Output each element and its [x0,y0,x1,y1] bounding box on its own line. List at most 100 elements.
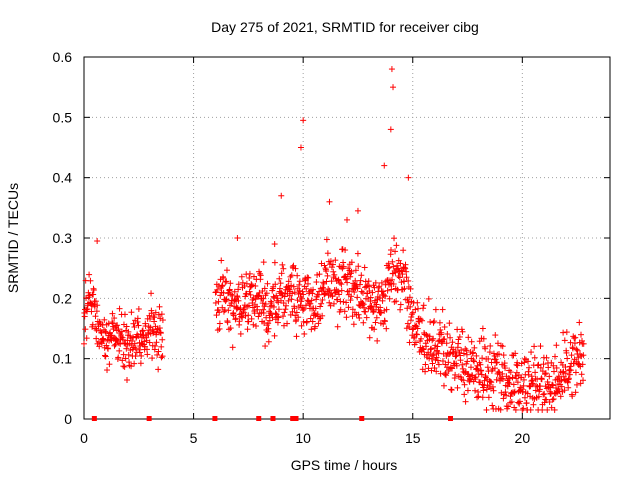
data-point [452,371,459,378]
data-point [405,174,412,181]
data-point [441,336,448,343]
data-point [81,340,87,347]
y-tick-label: 0.2 [53,290,73,306]
data-point [576,319,583,326]
data-point [241,304,248,311]
data-point [244,326,251,333]
data-point [302,302,309,309]
data-point [399,271,406,278]
data-point [299,307,306,314]
data-point [92,325,99,332]
data-point [270,293,277,300]
data-point [259,300,266,307]
data-point [381,162,388,169]
data-point [557,393,564,400]
data-gap-marker [448,416,454,421]
data-point [422,361,429,368]
data-point [93,326,100,333]
data-point [104,367,111,374]
data-point [321,262,328,269]
data-point [366,287,373,294]
data-point [349,285,356,292]
data-point [341,308,348,315]
data-point [539,406,546,413]
data-point [123,323,130,330]
data-point [335,277,342,284]
data-point [222,278,229,285]
data-point [305,274,312,281]
data-point [471,344,478,351]
data-point [218,257,225,264]
data-point [279,313,286,320]
data-point [402,261,409,268]
data-point [156,325,163,332]
y-tick-label: 0.6 [53,49,73,65]
data-point [567,363,574,370]
data-point [474,366,481,373]
data-point [514,379,521,386]
data-point [577,380,584,387]
data-point [420,305,427,312]
data-point [109,310,116,317]
data-gap-marker [91,416,97,421]
data-point [88,301,95,308]
data-point [228,291,235,298]
data-point [132,345,139,352]
data-point [376,283,383,290]
data-point [426,333,433,340]
data-point [250,321,257,328]
data-point [370,309,377,316]
data-point [149,326,156,333]
x-tick-label: 15 [405,430,421,446]
data-point [435,361,442,368]
data-point [480,335,487,342]
data-point [531,354,538,361]
data-point [518,386,525,393]
data-point [443,340,450,347]
data-point [413,331,420,338]
data-point [327,302,334,309]
data-point [239,314,246,321]
data-point [484,364,491,371]
data-point [543,396,550,403]
data-point [494,340,501,347]
data-point [433,354,440,361]
data-point [102,328,109,335]
data-point [300,291,307,298]
data-point [146,339,153,346]
data-point [404,305,411,312]
data-point [261,285,268,292]
data-point [131,340,138,347]
data-point [565,375,572,382]
data-point [572,334,579,341]
data-point [125,328,132,335]
data-point [265,325,272,332]
data-point [394,287,401,294]
data-point [446,320,453,327]
data-point [101,352,108,359]
data-point [540,361,547,368]
data-point [543,354,550,361]
data-point [254,306,261,313]
data-point [139,327,146,334]
data-point [329,261,336,268]
data-point [354,250,361,257]
data-point [506,380,513,387]
data-points [81,66,587,413]
data-point [538,376,545,383]
data-gap-marker [146,416,152,421]
data-point [327,258,334,265]
data-point [371,326,378,333]
data-point [337,279,344,286]
data-point [354,285,361,292]
data-point [295,314,302,321]
data-point [556,388,563,395]
data-point [433,368,440,375]
data-point [152,309,159,316]
data-point [148,310,155,317]
data-point [503,392,510,399]
data-point [416,318,423,325]
data-point [300,117,307,124]
data-point [568,352,575,359]
data-point [385,260,392,267]
